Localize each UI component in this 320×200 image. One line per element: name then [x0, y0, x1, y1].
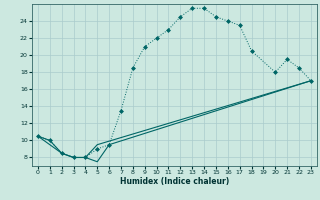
X-axis label: Humidex (Indice chaleur): Humidex (Indice chaleur)	[120, 177, 229, 186]
